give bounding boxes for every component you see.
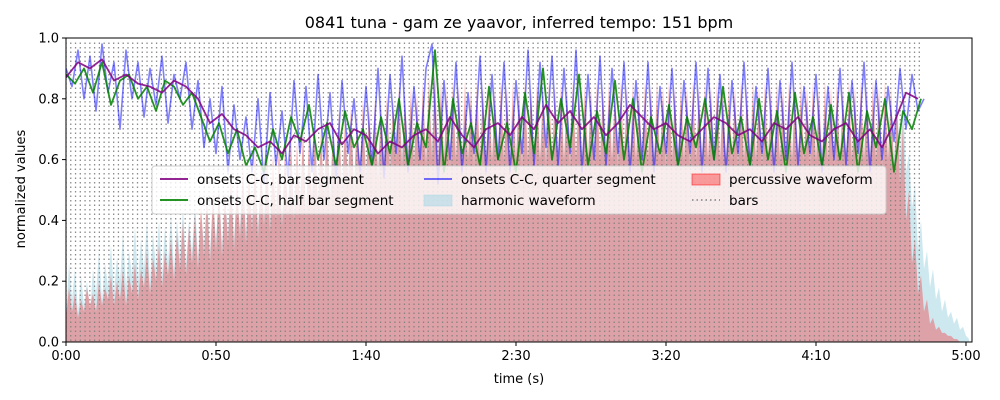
legend-label-onsets-c-c-bar-segment: onsets C-C, bar segment <box>197 172 364 188</box>
legend-swatch-percussive-waveform <box>691 173 721 186</box>
y-tick-label: 0.0 <box>38 336 59 351</box>
legend-label-percussive-waveform: percussive waveform <box>729 172 873 188</box>
legend: onsets C-C, bar segment onsets C-C, half … <box>151 165 887 215</box>
axes: 0:00 0:50 1:40 2:30 3:20 4:10 5:00 0.0 0.2 0.4 0.6… <box>38 32 980 365</box>
legend-label-harmonic-waveform: harmonic waveform <box>461 193 596 209</box>
series-onsets-c-c-half-bar-segment <box>66 49 922 173</box>
legend-label-onsets-c-c-quarter-segment: onsets C-C, quarter segment <box>461 172 656 188</box>
x-axis-label: time (s) <box>494 372 544 387</box>
y-tick-label: 0.2 <box>38 275 59 290</box>
x-tick-label: 0:50 <box>201 349 230 364</box>
legend-swatch-harmonic-waveform <box>423 194 453 207</box>
y-axis-label: normalized values <box>14 129 29 248</box>
legend-label-onsets-c-c-half-bar-segment: onsets C-C, half bar segment <box>197 193 394 209</box>
series-onsets-c-c-bar-segment <box>66 58 919 155</box>
y-tick-label: 0.4 <box>38 214 59 229</box>
x-tick-label: 3:20 <box>651 349 680 364</box>
axes-frame <box>65 37 973 343</box>
x-tick-label: 5:00 <box>951 349 980 364</box>
legend-label-bars: bars <box>729 193 758 209</box>
y-tick-label: 1.0 <box>38 32 59 47</box>
x-tick-label: 0:00 <box>51 349 80 364</box>
x-tick-label: 4:10 <box>801 349 830 364</box>
legend-box <box>151 165 887 215</box>
y-tick-label: 0.6 <box>38 153 59 168</box>
chart-title: 0841 tuna - gam ze yaavor, inferred temp… <box>305 13 733 32</box>
x-tick-label: 2:30 <box>501 349 530 364</box>
y-tick-label: 0.8 <box>38 92 59 107</box>
x-tick-label: 1:40 <box>351 349 380 364</box>
series-onsets-c-c-quarter-segment <box>66 43 925 185</box>
